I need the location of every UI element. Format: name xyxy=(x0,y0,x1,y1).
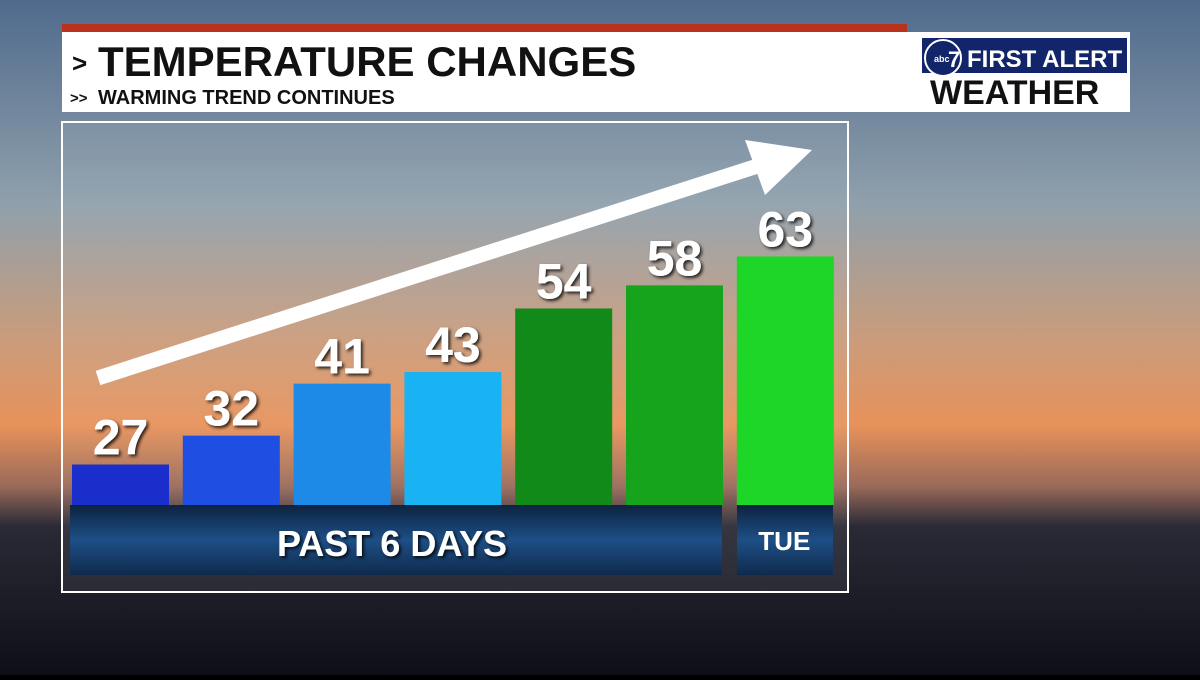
trend-arrow xyxy=(95,140,812,386)
day-band xyxy=(737,505,833,575)
x-tick-label: TUE xyxy=(758,526,810,556)
logo-network: abc xyxy=(934,54,950,64)
logo: abc 7 FIRST ALERT WEATHER xyxy=(922,38,1127,112)
chart-subtitle: WARMING TREND CONTINUES xyxy=(98,87,395,109)
chart-title: TEMPERATURE CHANGES xyxy=(98,38,636,85)
arrow-head xyxy=(745,140,812,195)
subtitle-chevron: >> xyxy=(70,90,88,107)
value-label: 41 xyxy=(314,329,370,385)
banner-strip xyxy=(62,24,907,32)
bar xyxy=(293,383,391,505)
value-label: 58 xyxy=(647,230,703,286)
bars: 27 32 41 43 54 58 63 TUE xyxy=(72,201,834,556)
logo-circle xyxy=(924,39,962,77)
past-band xyxy=(70,505,722,575)
title-chevron: > xyxy=(72,48,87,78)
bar xyxy=(626,285,723,505)
bar xyxy=(404,372,502,505)
value-label: 54 xyxy=(536,253,592,309)
logo-channel: 7 xyxy=(948,47,960,72)
logo-line1: FIRST ALERT xyxy=(967,46,1122,73)
value-label: 63 xyxy=(757,201,813,257)
value-label: 32 xyxy=(203,381,259,437)
bar xyxy=(72,464,169,505)
value-label: 27 xyxy=(93,410,149,466)
arrow-shaft xyxy=(95,154,773,386)
bar xyxy=(515,308,613,505)
bar xyxy=(736,256,834,505)
bar xyxy=(182,435,280,505)
logo-line2: WEATHER xyxy=(930,74,1099,112)
value-label: 43 xyxy=(425,317,481,373)
group-label: PAST 6 DAYS xyxy=(277,523,507,564)
